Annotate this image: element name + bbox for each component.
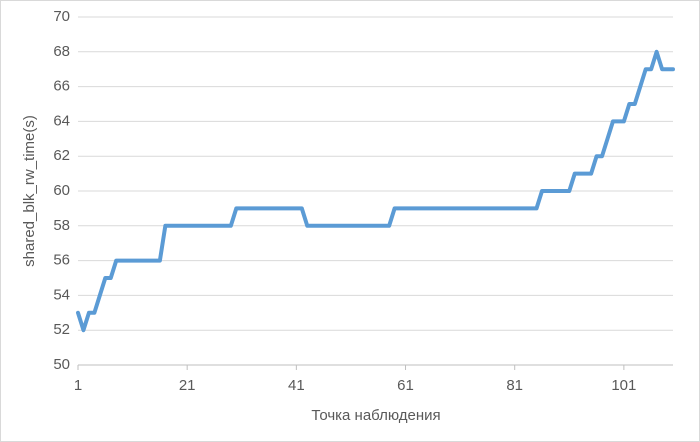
- x-tick-label: 81: [506, 377, 523, 394]
- x-tick-label: 101: [611, 377, 636, 394]
- x-tick-label: 21: [179, 377, 196, 394]
- y-tick-label: 66: [53, 78, 70, 95]
- y-tick-label: 62: [53, 147, 70, 164]
- x-tick-label: 61: [397, 377, 414, 394]
- x-tick-label: 41: [288, 377, 305, 394]
- y-tick-label: 68: [53, 43, 70, 60]
- y-tick-label: 64: [53, 112, 70, 129]
- y-tick-label: 50: [53, 356, 70, 373]
- y-axis-label: shared_blk_rw_time(s): [21, 115, 38, 267]
- y-tick-label: 60: [53, 182, 70, 199]
- y-tick-label: 58: [53, 217, 70, 234]
- y-tick-label: 70: [53, 8, 70, 25]
- y-tick-label: 56: [53, 252, 70, 269]
- y-tick-label: 54: [53, 286, 70, 303]
- y-tick-label: 52: [53, 321, 70, 338]
- data-line: [76, 49, 675, 333]
- x-tick-label: 1: [74, 377, 82, 394]
- x-axis-label: Точка наблюдения: [311, 407, 440, 424]
